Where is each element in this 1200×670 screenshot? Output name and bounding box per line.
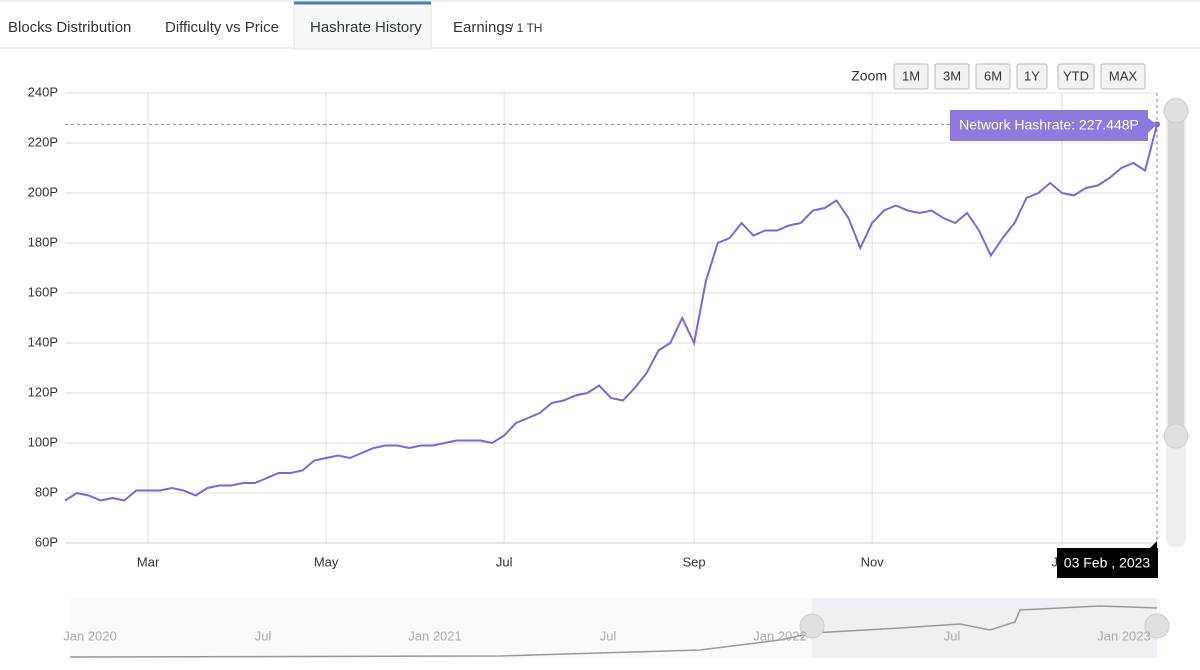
zoom-button-label[interactable]: MAX	[1109, 68, 1138, 83]
zoom-buttons: 1M 3M 6M 1Y YTD MAX	[893, 63, 1146, 90]
scroll-handle[interactable]	[1163, 423, 1189, 449]
y-tick-label: 160P	[28, 284, 58, 299]
navigator-label: Jul	[255, 628, 272, 643]
line	[64, 124, 1158, 502]
date-label: 03 Feb , 2023	[1064, 555, 1151, 571]
tooltip-box	[950, 110, 1148, 141]
tab[interactable]: Earnings	[453, 19, 512, 36]
y-tick-label: 100P	[28, 434, 58, 449]
navigator-label: Jan 2021	[408, 628, 462, 643]
tab-suffix: / 1 TH	[510, 21, 542, 35]
zoom-button-label[interactable]: 3M	[943, 68, 961, 83]
navigator-label: Jul	[600, 628, 617, 643]
date-label-arrow	[1150, 541, 1157, 548]
zoom-button-label[interactable]: 1M	[902, 68, 920, 83]
navigator-label: Jan 2020	[63, 628, 117, 643]
navigator-label: Jan 2023	[1097, 628, 1151, 643]
navigator-handle[interactable]	[799, 613, 825, 639]
y-tick-label: 200P	[28, 184, 58, 199]
tooltip-text: Network Hashrate: 227.448P	[959, 117, 1139, 133]
scrollbar-thumb[interactable]	[1168, 100, 1184, 436]
y-tick-label: 60P	[35, 534, 58, 549]
zoom-button[interactable]	[934, 63, 970, 90]
y-tick-label: 240P	[28, 84, 58, 99]
zoom-button[interactable]	[1100, 63, 1146, 90]
navigator-handle[interactable]	[1144, 613, 1170, 639]
tab[interactable]: Difficulty vs Price	[165, 19, 279, 36]
active-tab	[293, 1, 432, 50]
x-tick-label: Mar	[137, 554, 160, 569]
x-tick-label: Nov	[861, 554, 885, 569]
y-tick-label: 140P	[28, 334, 58, 349]
navigator-window[interactable]	[812, 598, 1157, 658]
x-tick-label: May	[314, 554, 339, 569]
y-tick-label: 180P	[28, 234, 58, 249]
scroll-handle[interactable]	[1163, 98, 1189, 124]
y-tick-label: 80P	[35, 484, 58, 499]
tooltip-arrow	[1148, 118, 1157, 133]
date-label-box	[1057, 548, 1158, 578]
y-tick-label: 220P	[28, 134, 58, 149]
zoom-button[interactable]	[1016, 63, 1048, 90]
plot: 60P 80P 100P 120P 140P 160P 180P 200P 220P 240P Ma…	[28, 84, 1160, 578]
zoom-button-label[interactable]: YTD	[1063, 68, 1089, 83]
zoom-label: Zoom	[851, 68, 887, 84]
navigator: Jan 2020 Jul Jan 2021 Jul Jan 2022 Jul J…	[63, 598, 1170, 658]
navigator-label: Jan 2022	[753, 628, 807, 643]
zoom-button-label[interactable]: 6M	[984, 68, 1002, 83]
x-tick-label: Sep	[683, 554, 706, 569]
navigator-line	[69, 605, 1158, 658]
zoom-button[interactable]	[893, 63, 929, 90]
tab[interactable]: Hashrate History	[310, 19, 422, 36]
zoom-button-label[interactable]: 1Y	[1024, 68, 1040, 83]
navigator-label: Jul	[944, 628, 961, 643]
y-tick-label: 120P	[28, 384, 58, 399]
zoom-button[interactable]	[975, 63, 1011, 90]
zoom-button[interactable]	[1057, 63, 1095, 90]
x-tick-label: Jul	[496, 554, 513, 569]
tab[interactable]: Blocks Distribution	[8, 19, 131, 36]
tab-bar	[0, 0, 1200, 48]
